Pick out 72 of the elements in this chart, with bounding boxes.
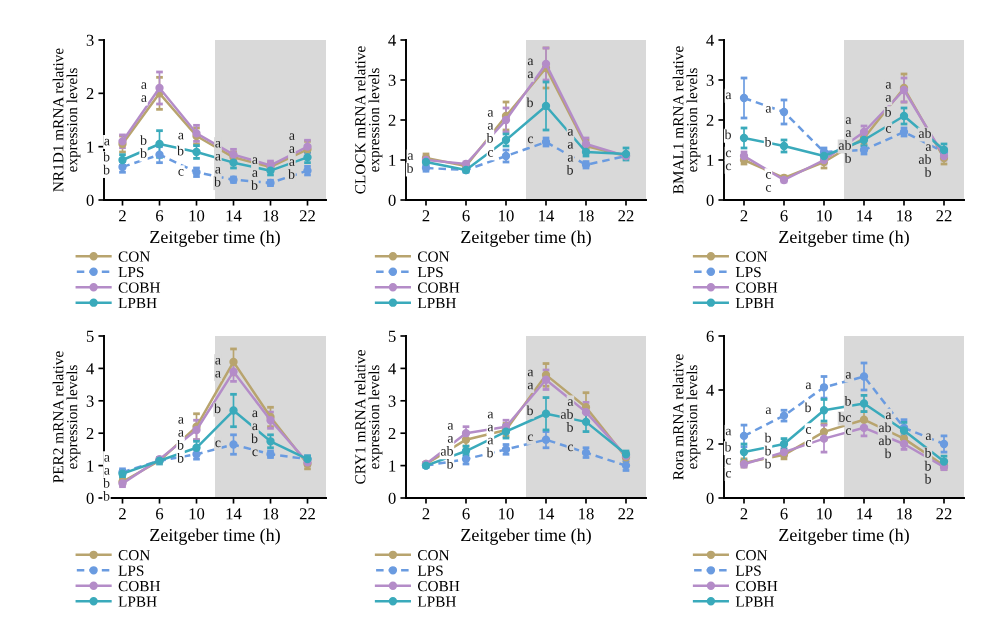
x-tick-label: 22 xyxy=(618,508,634,520)
y-tick-label: 0 xyxy=(86,194,94,206)
x-tick-label: 2 xyxy=(422,210,430,222)
y-tick-label: 4 xyxy=(706,384,715,396)
x-tick-label: 2 xyxy=(740,508,748,520)
y-tick-label: 4 xyxy=(388,34,397,46)
y-tick-label: 4 xyxy=(86,363,95,375)
x-tick-label: 18 xyxy=(579,210,594,222)
x-axis-title: Zeitgeber time (h) xyxy=(150,230,280,247)
y-tick-label: 1 xyxy=(87,460,94,472)
y-tick-label: 1 xyxy=(87,141,94,153)
y-tick-label: 2 xyxy=(388,427,396,439)
x-tick-label: 2 xyxy=(740,210,748,222)
y-tick-label: 1 xyxy=(389,154,396,166)
y-tick-label: 2 xyxy=(388,114,396,126)
x-tick-label: 6 xyxy=(156,210,164,222)
x-tick-label: 14 xyxy=(857,508,873,520)
y-tick-label: 5 xyxy=(86,330,94,342)
x-tick-label: 14 xyxy=(539,210,555,222)
x-tick-label: 18 xyxy=(263,508,279,520)
x-tick-label: 6 xyxy=(462,210,470,222)
x-tick-label: 6 xyxy=(462,508,470,520)
x-tick-label: 6 xyxy=(780,508,788,520)
y-tick-label: 5 xyxy=(388,330,396,342)
x-tick-label: 6 xyxy=(780,210,788,222)
y-tick-label: 2 xyxy=(706,438,714,450)
x-tick-label: 14 xyxy=(226,508,242,520)
x-tick-label: 22 xyxy=(299,508,315,520)
x-axis-title: Zeitgeber time (h) xyxy=(461,528,591,545)
y-tick-label: 6 xyxy=(706,330,714,342)
x-tick-label: 2 xyxy=(119,210,126,222)
x-tick-label: 22 xyxy=(299,210,315,222)
x-tick-label: 14 xyxy=(226,210,242,222)
y-tick-label: 1 xyxy=(389,460,396,472)
x-axis-title: Zeitgeber time (h) xyxy=(150,528,280,545)
x-tick-label: 10 xyxy=(189,210,205,222)
x-axis-title: Zeitgeber time (h) xyxy=(779,528,909,545)
x-tick-label: 22 xyxy=(936,210,952,222)
y-tick-label: 2 xyxy=(86,88,94,100)
x-tick-label: 18 xyxy=(897,210,912,222)
x-tick-label: 10 xyxy=(189,508,205,520)
x-tick-label: 14 xyxy=(857,210,873,222)
x-tick-label: 2 xyxy=(422,508,430,520)
y-tick-label: 4 xyxy=(388,363,397,375)
y-tick-label: 3 xyxy=(706,74,714,86)
x-tick-label: 14 xyxy=(539,508,555,520)
y-tick-label: 2 xyxy=(86,427,94,439)
x-tick-label: 10 xyxy=(499,508,514,520)
x-tick-label: 18 xyxy=(579,508,594,520)
x-tick-label: 10 xyxy=(499,210,514,222)
x-tick-label: 10 xyxy=(817,508,832,520)
x-tick-label: 22 xyxy=(936,508,952,520)
y-tick-label: 0 xyxy=(388,194,396,206)
y-tick-label: 3 xyxy=(388,395,396,407)
y-tick-label: 3 xyxy=(388,74,396,86)
y-tick-label: 0 xyxy=(706,492,714,504)
y-tick-label: 1 xyxy=(707,154,714,166)
y-tick-label: 0 xyxy=(388,492,396,504)
x-axis-title: Zeitgeber time (h) xyxy=(461,230,591,247)
x-tick-label: 2 xyxy=(119,508,126,520)
x-tick-label: 18 xyxy=(263,210,279,222)
x-tick-label: 6 xyxy=(156,508,164,520)
y-tick-label: 2 xyxy=(706,114,714,126)
x-tick-label: 10 xyxy=(817,210,832,222)
x-axis-title: Zeitgeber time (h) xyxy=(779,230,909,247)
y-tick-label: 4 xyxy=(706,34,715,46)
x-tick-label: 18 xyxy=(897,508,912,520)
y-tick-label: 3 xyxy=(86,34,94,46)
y-tick-label: 0 xyxy=(86,492,94,504)
y-tick-label: 0 xyxy=(706,194,714,206)
x-tick-label: 22 xyxy=(618,210,634,222)
y-tick-label: 3 xyxy=(86,395,94,407)
